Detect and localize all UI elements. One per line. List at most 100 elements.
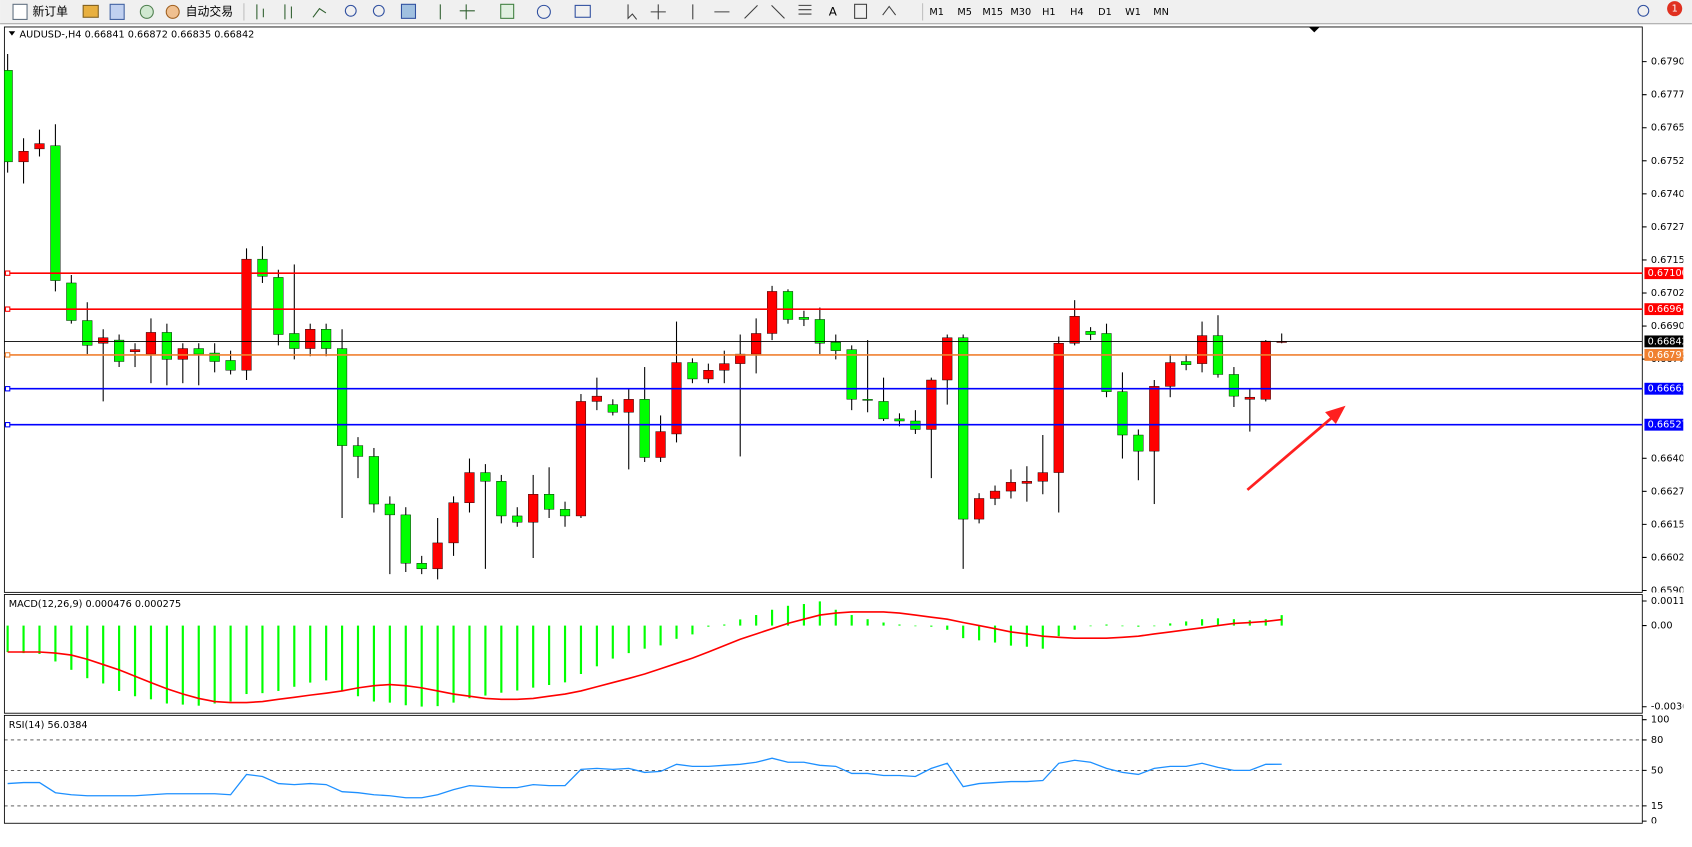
macd-bar — [548, 625, 551, 686]
price-label: 0.66964 — [1648, 304, 1688, 315]
signal-line — [7, 611, 1282, 704]
candle-body — [639, 399, 650, 458]
candle-body — [1085, 331, 1096, 335]
chart-area: 0.67900 0.67775 0.67650 0.67525 0.67400 0.672… — [3, 26, 1691, 824]
macd-bar — [22, 625, 25, 654]
new-order-icon[interactable] — [12, 3, 28, 20]
macd-bar — [1137, 625, 1140, 627]
line-anchor — [4, 352, 11, 358]
toolbar-icon[interactable] — [82, 4, 99, 18]
candle-body — [623, 399, 634, 413]
y-tick-label: 0.67025 — [1651, 288, 1691, 299]
text-tool[interactable]: A — [829, 4, 838, 18]
price-label-box — [1644, 303, 1684, 316]
candle-body — [862, 399, 873, 401]
search-icon[interactable] — [1637, 4, 1650, 17]
auto-trading-button[interactable]: 自动交易 — [186, 4, 233, 18]
macd-bar — [70, 625, 73, 670]
tile-icon[interactable] — [400, 3, 417, 19]
macd-bar — [643, 625, 646, 649]
price-label: 0.66842 — [1648, 336, 1688, 347]
candle-body — [321, 329, 332, 349]
macd-bar — [978, 625, 981, 641]
candle-body — [1005, 482, 1017, 492]
macd-bar — [946, 625, 949, 630]
rsi-line — [7, 757, 1282, 799]
candle-body — [1260, 340, 1271, 400]
candle-body — [145, 332, 157, 355]
macd-bar — [627, 625, 630, 654]
zoom-out-icon[interactable] — [372, 4, 385, 17]
candle-body — [98, 337, 109, 344]
chart-shift-marker[interactable] — [1308, 26, 1320, 33]
candle-body — [464, 472, 475, 503]
macd-bar — [532, 625, 535, 688]
candle-body — [18, 151, 29, 163]
trend-arrow — [1246, 405, 1346, 491]
candle-body — [384, 503, 395, 516]
panel-content: 100 80 50 15 0 — [4, 715, 1669, 823]
panel: 0.67900 0.67775 0.67650 0.67525 0.67400 0.672… — [3, 26, 1691, 597]
toolbar-icon[interactable] — [109, 3, 125, 20]
period-button[interactable]: M5 — [957, 7, 972, 18]
indicators-icon[interactable] — [500, 3, 515, 19]
new-order-button[interactable]: 新订单 — [32, 4, 68, 18]
macd-bar — [118, 625, 121, 691]
panel: 0.001118 0.00 -0.003687 MACD(12,26,9) 0.000… — [3, 594, 1683, 714]
macd-bar — [1153, 625, 1156, 627]
macd-bar — [500, 625, 503, 693]
candle-body — [273, 277, 284, 335]
macd-bar — [1089, 625, 1092, 627]
label-tool[interactable] — [854, 3, 868, 19]
macd-bar — [468, 625, 471, 699]
period-button[interactable]: H4 — [1070, 7, 1083, 18]
macd-bar — [54, 625, 57, 662]
auto-trading-icon[interactable] — [165, 4, 180, 19]
period-button[interactable]: M1 — [929, 7, 944, 18]
macd-bar — [930, 625, 933, 627]
macd-bar — [1105, 624, 1108, 626]
y-tick-label: 50 — [1651, 765, 1663, 776]
macd-bar — [739, 619, 742, 626]
alerts-badge[interactable] — [1667, 1, 1683, 17]
line-anchor — [4, 270, 11, 276]
macd-bar — [802, 604, 805, 626]
arrow-tool[interactable] — [882, 5, 897, 16]
zoom-in-icon[interactable] — [344, 4, 357, 17]
macd-bar — [102, 625, 105, 684]
macd-bar — [277, 625, 280, 691]
periods-icon[interactable] — [536, 4, 551, 19]
macd-bar — [611, 625, 614, 659]
scroll-icons[interactable] — [439, 4, 475, 20]
line-anchor — [4, 386, 11, 392]
toolbar-icon[interactable] — [139, 4, 154, 19]
macd-bar — [372, 625, 376, 702]
period-button[interactable]: D1 — [1098, 7, 1112, 18]
candle-body — [1244, 396, 1255, 400]
panel: 100 80 50 15 0 RSI(14) 56.0384 — [3, 714, 1669, 824]
candle-body — [878, 401, 889, 420]
candle-body — [82, 320, 93, 346]
period-button[interactable]: M30 — [1010, 7, 1031, 18]
candle-body — [814, 319, 825, 344]
templates-icon[interactable] — [574, 4, 591, 18]
drawing-tools[interactable] — [627, 4, 812, 20]
panel-title: MACD(12,26,9) 0.000476 0.000275 — [9, 599, 181, 610]
macd-bar — [898, 624, 901, 626]
panel-frame — [3, 714, 1643, 824]
macd-bar — [1185, 621, 1188, 626]
y-tick-label: 0.65900 — [1651, 586, 1691, 597]
candle-body — [129, 349, 141, 352]
period-button[interactable]: M15 — [982, 7, 1003, 18]
period-button[interactable]: MN — [1153, 7, 1169, 18]
macd-bar — [1232, 619, 1235, 626]
macd-bar — [834, 609, 837, 626]
chart-type-icons[interactable] — [256, 4, 327, 20]
line-anchor — [4, 422, 11, 428]
toolbar: 新订单 自动交易 A M1 M5 M15 M30 H1 H4 D1 W1 MN 1 — [0, 0, 1692, 25]
period-button[interactable]: H1 — [1042, 7, 1055, 18]
arrow-shaft — [1246, 413, 1337, 491]
candle-body — [1101, 333, 1112, 392]
macd-bar — [707, 625, 710, 627]
period-button[interactable]: W1 — [1125, 7, 1141, 18]
